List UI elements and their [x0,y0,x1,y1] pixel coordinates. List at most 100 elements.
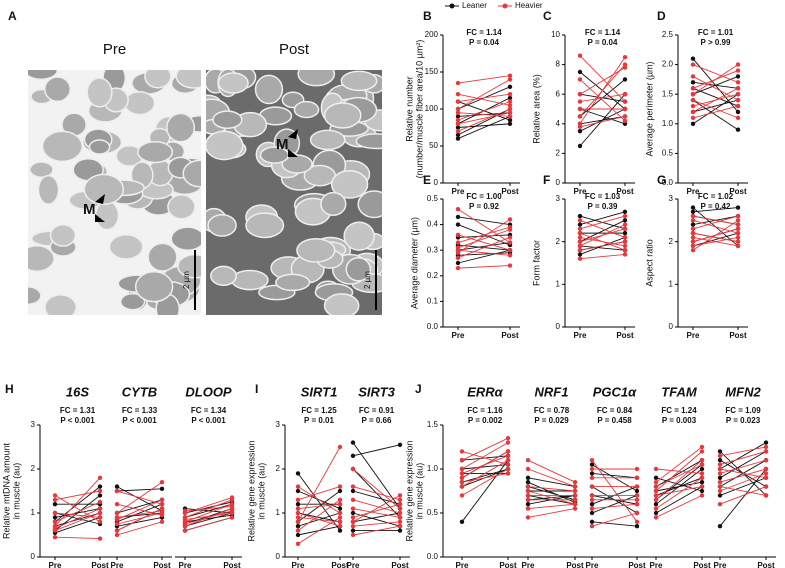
pre-point [525,506,531,511]
y-tick-label: 0 [556,322,561,331]
y-tick-label: 3 [669,194,674,203]
post-point [634,502,640,507]
pre-point [295,524,301,529]
x-tick-label: Post [729,187,747,196]
subject-line [457,115,511,140]
post-point [97,499,103,505]
post-point [622,118,628,124]
subject-line [457,101,511,121]
pre-point [350,506,356,511]
x-tick-label: Post [331,561,349,568]
post-point [622,55,628,60]
y-axis-label-sub: in muscle (au) [11,463,21,520]
pre-point [350,440,356,445]
post-point [97,475,103,480]
subplot-title: 16S [66,384,89,399]
panel-label: I [255,382,258,396]
post-point [622,243,628,249]
fiber [293,100,320,119]
x-tick-label: Post [391,561,409,568]
pre-point [459,449,465,454]
subject-line [352,486,401,501]
post-point [763,440,769,445]
y-tick-label: 2 [556,237,561,246]
pre-point [653,506,659,511]
subject-line [591,472,638,479]
fiber [28,245,55,272]
panel-label: C [543,9,552,23]
pre-point [295,515,301,520]
fiber [212,110,243,130]
fiber [166,112,196,143]
pre-point [525,488,531,494]
scale-label: 2 µm [182,271,191,289]
fiber [206,130,244,161]
post-point [507,92,513,97]
post-point [572,493,578,498]
x-tick-label: Pre [111,561,124,568]
pre-point [455,222,461,227]
post-point [505,440,511,445]
pre-point [455,232,461,238]
post-point [622,62,628,67]
post-point [159,508,165,513]
pre-point [690,80,696,85]
fiber [41,130,83,163]
pre-point [577,77,583,82]
subject-line [184,510,233,525]
pre-point [114,488,120,494]
p-value: P = 0.01 [304,416,334,425]
subject-line [352,503,401,518]
fiber [330,170,369,199]
post-point [699,458,705,463]
subject-line [719,450,767,466]
pre-point [52,519,58,524]
post-point [622,239,628,244]
post-point [397,528,403,533]
pre-point [589,524,595,529]
subject-line [579,211,626,226]
y-axis-label: Relative gene expression [246,440,256,541]
pre-point [350,519,356,524]
x-tick-label: Pre [650,561,663,568]
y-tick-label: 3 [276,420,281,429]
pre-point [459,466,465,472]
subject-line [655,459,703,487]
subject-line [692,64,739,83]
y-tick-label: 50 [429,141,438,150]
pre-point [577,213,583,219]
pre-point [350,488,356,494]
subject-line [461,455,509,474]
fiber [355,133,382,150]
post-point [735,103,741,109]
subject-line [461,464,509,470]
fold-change: FC = 1.14 [585,28,621,37]
y-tick-label: 1.0 [662,119,674,128]
subject-line [527,477,576,488]
subject-line [457,216,511,226]
pre-point [717,466,723,472]
post-point [505,453,511,458]
fiber [343,221,375,251]
fiber [108,234,144,260]
fiber [88,139,111,155]
subject-line [655,446,703,483]
x-tick-label: Pre [452,187,465,196]
post-point [763,493,769,498]
subject-line [692,76,739,101]
pre-point [182,528,188,533]
x-tick-label: Post [693,561,711,568]
fiber [175,70,201,89]
subject-line [457,234,511,251]
subject-line [184,501,233,514]
y-tick-label: 0.5 [662,149,674,158]
fiber [210,265,238,287]
post-point [634,484,640,489]
subplot-title: DLOOP [185,384,232,399]
pre-point [52,535,58,540]
y-tick-label: 1 [276,508,281,517]
subject-line [579,67,626,95]
y-tick-label: 0.5 [427,508,439,517]
post-point [622,235,628,240]
pre-point [455,80,461,86]
